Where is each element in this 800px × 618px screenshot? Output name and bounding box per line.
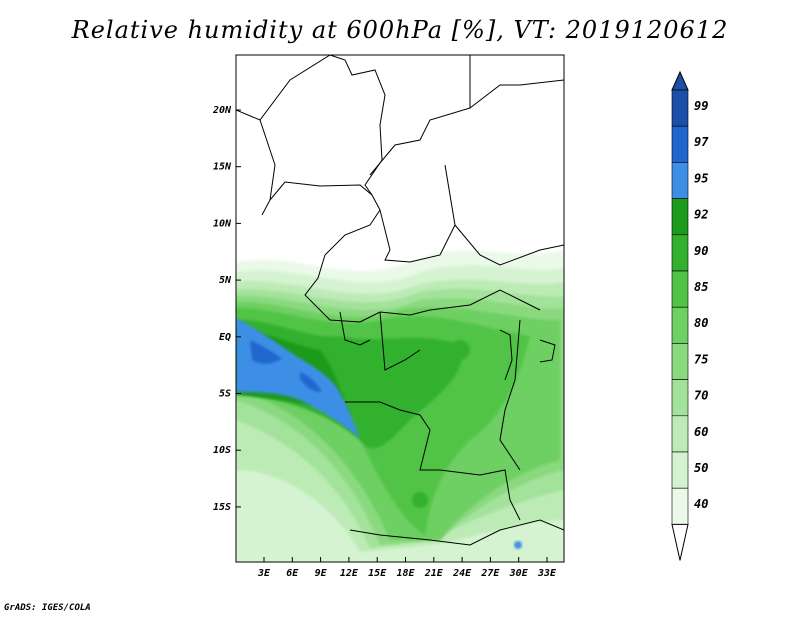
colorbar-label: 75 <box>694 352 708 366</box>
colorbar-bottom-arrow <box>671 523 689 561</box>
colorbar-segment <box>671 487 689 525</box>
colorbar-label: 50 <box>694 461 708 475</box>
lat-label: EQ <box>219 332 231 343</box>
colorbar-segment <box>671 89 689 127</box>
lon-label: 9E <box>315 568 328 579</box>
lon-label: 12E <box>340 568 359 579</box>
colorbar-segment <box>671 415 689 453</box>
colorbar-segment <box>671 379 689 417</box>
colorbar-label: 80 <box>694 316 708 330</box>
colorbar-segment <box>671 198 689 236</box>
lat-label: 10S <box>213 445 231 456</box>
lon-label: 6E <box>286 568 299 579</box>
lat-label: 5N <box>219 275 232 286</box>
colorbar-label: 40 <box>694 497 708 511</box>
humidity-fill <box>236 55 564 562</box>
lat-label: 15S <box>213 502 231 513</box>
map-frame <box>235 54 565 563</box>
colorbar-segment <box>671 343 689 380</box>
colorbar-top-arrow <box>671 70 689 91</box>
colorbar-label: 99 <box>694 99 708 113</box>
colorbar-label: 60 <box>694 425 708 439</box>
country-borders <box>236 55 564 546</box>
colorbar-segment <box>671 306 689 344</box>
lon-label: 27E <box>480 568 500 579</box>
lon-label: 18E <box>396 568 415 579</box>
colorbar-segment <box>671 451 689 489</box>
colorbar-segment <box>671 125 689 163</box>
colorbar-label: 92 <box>694 208 708 222</box>
lon-label: 15E <box>368 568 387 579</box>
contour-97 <box>250 340 322 392</box>
colorbar-segment <box>671 270 689 308</box>
lon-label: 33E <box>537 568 557 579</box>
lat-label: 15N <box>213 162 232 173</box>
colorbar-segment <box>671 162 689 199</box>
lat-label: 5S <box>219 389 231 400</box>
lon-label: 30E <box>509 568 529 579</box>
colorbar-label: 97 <box>694 135 709 149</box>
contour-95 <box>236 318 360 438</box>
colorbar-label: 90 <box>694 244 708 258</box>
lon-label: 24E <box>452 568 472 579</box>
small-blob <box>514 541 522 549</box>
lat-label: 20N <box>212 105 232 116</box>
lon-axis: 3E 6E 9E 12E 15E 18E 21E 24E 27E 30E 33E <box>257 557 557 579</box>
credit-label: GrADS: IGES/COLA <box>4 603 91 613</box>
chart-title: Relative humidity at 600hPa [%], VT: 201… <box>71 16 729 44</box>
colorbar-label: 70 <box>694 389 708 403</box>
colorbar-label: 95 <box>694 171 708 185</box>
lat-axis: 20N 15N 10N 5N EQ 5S 10S 15S <box>212 105 241 513</box>
colorbar-segment <box>671 234 689 272</box>
colorbar-label: 85 <box>694 280 708 294</box>
lon-label: 21E <box>424 568 444 579</box>
colorbar: 99 97 95 92 90 85 80 75 70 60 50 40 <box>671 70 709 561</box>
lat-label: 10N <box>213 218 232 229</box>
lon-label: 3E <box>257 568 271 579</box>
